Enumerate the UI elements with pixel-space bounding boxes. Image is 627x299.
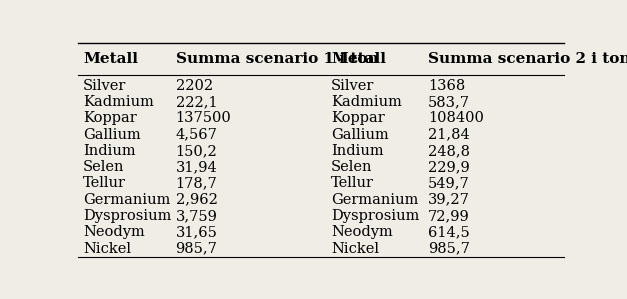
Text: 4,567: 4,567 [176,127,218,141]
Text: Summa scenario 2 i ton: Summa scenario 2 i ton [428,52,627,66]
Text: 222,1: 222,1 [176,95,217,109]
Text: Kadmium: Kadmium [83,95,154,109]
Text: 985,7: 985,7 [428,242,470,256]
Text: Neodym: Neodym [83,225,145,239]
Text: 2202: 2202 [176,79,213,93]
Text: Nickel: Nickel [331,242,379,256]
Text: 39,27: 39,27 [428,193,470,207]
Text: Indium: Indium [83,144,136,158]
Text: 31,65: 31,65 [176,225,218,239]
Text: 1368: 1368 [428,79,465,93]
Text: Germanium: Germanium [83,193,171,207]
Text: Indium: Indium [331,144,384,158]
Text: Gallium: Gallium [331,127,389,141]
Text: Neodym: Neodym [331,225,393,239]
Text: 137500: 137500 [176,111,231,125]
Text: Germanium: Germanium [331,193,418,207]
Text: Kadmium: Kadmium [331,95,402,109]
Text: 3,759: 3,759 [176,209,218,223]
Text: Gallium: Gallium [83,127,141,141]
Text: Nickel: Nickel [83,242,131,256]
Text: 248,8: 248,8 [428,144,470,158]
Text: 583,7: 583,7 [428,95,470,109]
Text: 150,2: 150,2 [176,144,218,158]
Text: 2,962: 2,962 [176,193,218,207]
Text: 178,7: 178,7 [176,176,218,190]
Text: Metall: Metall [83,52,138,66]
Text: Silver: Silver [331,79,374,93]
Text: Dysprosium: Dysprosium [331,209,419,223]
Text: Dysprosium: Dysprosium [83,209,172,223]
Text: 229,9: 229,9 [428,160,470,174]
Text: 72,99: 72,99 [428,209,470,223]
Text: 31,94: 31,94 [176,160,218,174]
Text: Silver: Silver [83,79,127,93]
Text: Selen: Selen [331,160,372,174]
Text: Tellur: Tellur [83,176,126,190]
Text: Koppar: Koppar [331,111,385,125]
Text: 985,7: 985,7 [176,242,218,256]
Text: Metall: Metall [331,52,386,66]
Text: 614,5: 614,5 [428,225,470,239]
Text: Tellur: Tellur [331,176,374,190]
Text: Selen: Selen [83,160,125,174]
Text: 549,7: 549,7 [428,176,470,190]
Text: 108400: 108400 [428,111,484,125]
Text: Koppar: Koppar [83,111,137,125]
Text: 21,84: 21,84 [428,127,470,141]
Text: Summa scenario 1 i ton: Summa scenario 1 i ton [176,52,378,66]
